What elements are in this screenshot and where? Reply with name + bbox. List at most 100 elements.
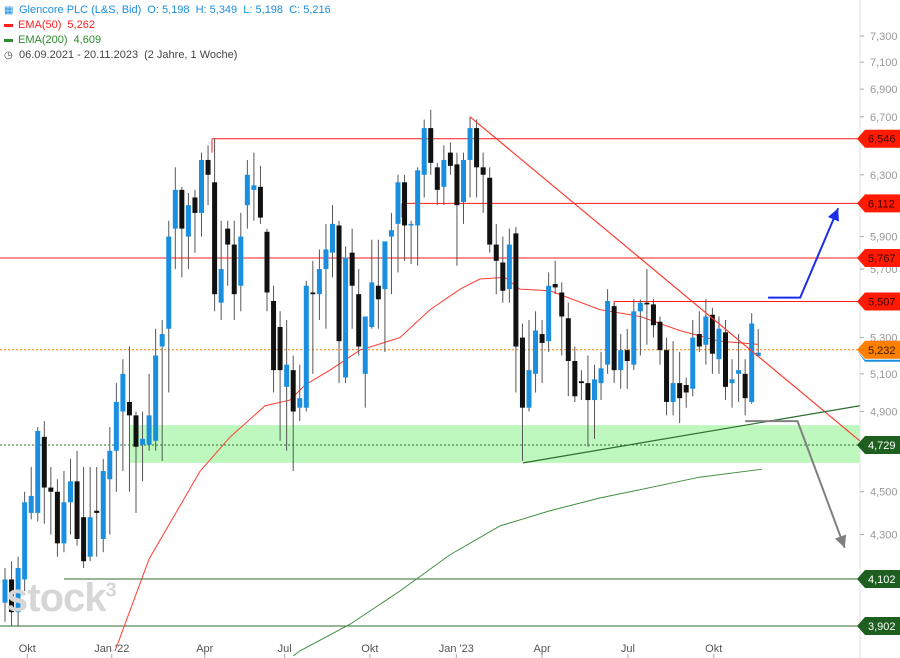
range-note: (2 Jahre, 1 Woche) bbox=[144, 49, 238, 61]
ema50-swatch bbox=[4, 24, 13, 27]
candle-body bbox=[205, 159, 211, 175]
bearish-scenario-arrow bbox=[745, 420, 846, 549]
candle bbox=[434, 162, 440, 206]
candle bbox=[146, 373, 152, 451]
candle-body bbox=[94, 510, 100, 513]
candle bbox=[598, 351, 604, 401]
price-tag-label: 5,767 bbox=[868, 253, 896, 265]
candle bbox=[690, 319, 696, 397]
candle bbox=[670, 341, 676, 416]
candle bbox=[552, 260, 558, 295]
candle bbox=[395, 174, 401, 273]
candle bbox=[578, 370, 584, 401]
price-tag-label: 5,507 bbox=[868, 297, 896, 309]
candle-body bbox=[703, 316, 709, 345]
candle bbox=[87, 466, 93, 562]
ema200-value: 4,609 bbox=[73, 34, 102, 46]
candle bbox=[362, 316, 368, 408]
candle-body bbox=[677, 383, 683, 399]
candle bbox=[277, 311, 283, 441]
candle-body bbox=[179, 189, 185, 229]
candle-body bbox=[172, 189, 178, 229]
candle bbox=[513, 227, 519, 393]
candle bbox=[41, 421, 47, 524]
y-tick-label: 4,500 bbox=[870, 487, 898, 499]
x-tick-label: Jan '22 bbox=[94, 643, 129, 655]
price-tag-shape bbox=[857, 194, 900, 213]
candle-body bbox=[133, 415, 139, 447]
candle-body bbox=[696, 334, 702, 347]
candle-body bbox=[100, 471, 106, 539]
candle-body bbox=[592, 379, 597, 401]
candle bbox=[35, 427, 41, 522]
candle bbox=[356, 269, 362, 356]
price-tag-resistance: 6,546 bbox=[857, 129, 900, 148]
candle bbox=[703, 299, 709, 365]
candle-body bbox=[506, 244, 512, 290]
candle bbox=[382, 241, 388, 352]
y-tick-label: 6,900 bbox=[870, 84, 898, 96]
candle-body bbox=[271, 300, 277, 371]
candle bbox=[244, 159, 250, 229]
candle-body bbox=[709, 314, 715, 354]
price-tag-resistance: 5,767 bbox=[857, 249, 900, 268]
y-tick-label: 7,300 bbox=[870, 31, 898, 43]
candle-body bbox=[447, 152, 453, 166]
candle bbox=[74, 450, 80, 546]
candle bbox=[199, 152, 204, 237]
candle-body bbox=[533, 330, 539, 374]
instrument-title: Glencore PLC (L&S, Bid) bbox=[19, 4, 142, 16]
bullish-scenario-arrow bbox=[768, 207, 840, 299]
candle-body bbox=[388, 230, 394, 237]
candle-body bbox=[572, 360, 578, 397]
candle-body bbox=[316, 269, 322, 295]
candle-body bbox=[402, 182, 408, 226]
price-tag-label: 6,112 bbox=[868, 198, 895, 210]
candle bbox=[683, 377, 689, 408]
candle-body bbox=[395, 182, 401, 224]
candle-body bbox=[48, 487, 54, 492]
candle bbox=[185, 192, 191, 270]
price-tag-shape bbox=[857, 340, 900, 359]
candle-body bbox=[159, 334, 165, 347]
price-tag-shape bbox=[857, 249, 900, 268]
x-tick-label: Okt bbox=[705, 643, 722, 655]
candle bbox=[650, 299, 656, 338]
candle bbox=[297, 364, 303, 422]
candle-body bbox=[41, 436, 47, 488]
candle bbox=[559, 282, 565, 356]
candle bbox=[644, 269, 650, 345]
y-tick-label: 7,100 bbox=[870, 57, 898, 69]
candle-body bbox=[2, 579, 8, 603]
candle-body bbox=[664, 350, 670, 402]
candle-body bbox=[650, 304, 656, 326]
price-tag-resistance: 5,507 bbox=[857, 292, 900, 311]
candle bbox=[696, 311, 702, 352]
candle bbox=[565, 302, 571, 397]
candle-body bbox=[297, 398, 303, 408]
candle bbox=[94, 466, 100, 557]
candle-body bbox=[146, 415, 152, 445]
candle bbox=[592, 364, 597, 439]
candle-body bbox=[624, 350, 630, 361]
candle-body bbox=[605, 300, 611, 365]
candle-body bbox=[330, 223, 335, 253]
candle-body bbox=[323, 249, 329, 270]
candle-body bbox=[421, 128, 427, 175]
candle bbox=[755, 328, 761, 356]
candle bbox=[54, 479, 60, 557]
price-tag-label: 5,232 bbox=[868, 345, 896, 357]
candle bbox=[506, 228, 512, 303]
candle-body bbox=[284, 364, 290, 387]
candle-body bbox=[428, 128, 434, 163]
stock3-watermark: stock3 bbox=[6, 576, 117, 620]
legend-ema200: EMA(200) 4,609 bbox=[4, 33, 331, 48]
candle bbox=[447, 142, 453, 175]
candle-body bbox=[670, 383, 676, 402]
candle-body bbox=[68, 481, 73, 503]
candle-body bbox=[683, 384, 689, 393]
candle-body bbox=[81, 517, 87, 562]
y-tick-label: 6,300 bbox=[870, 170, 898, 182]
price-tag-shape bbox=[857, 435, 900, 454]
